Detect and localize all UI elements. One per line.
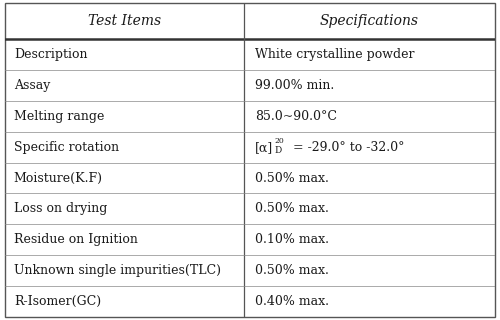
Text: White crystalline powder: White crystalline powder (255, 48, 414, 61)
Text: Test Items: Test Items (88, 14, 161, 28)
Text: Loss on drying: Loss on drying (14, 202, 107, 215)
Text: = -29.0° to -32.0°: = -29.0° to -32.0° (289, 141, 405, 154)
Text: Description: Description (14, 48, 88, 61)
Text: 20: 20 (274, 137, 284, 145)
Text: Melting range: Melting range (14, 110, 104, 123)
Text: 99.00% min.: 99.00% min. (255, 79, 334, 92)
Text: 0.50% max.: 0.50% max. (255, 172, 329, 185)
Text: D: D (274, 146, 282, 155)
Text: Moisture(K.F): Moisture(K.F) (14, 172, 103, 185)
Text: [α]: [α] (255, 141, 273, 154)
Text: Specifications: Specifications (320, 14, 419, 28)
Text: Residue on Ignition: Residue on Ignition (14, 233, 138, 246)
Text: R-Isomer(GC): R-Isomer(GC) (14, 295, 101, 308)
Text: 0.50% max.: 0.50% max. (255, 264, 329, 277)
Text: Assay: Assay (14, 79, 50, 92)
Text: 0.50% max.: 0.50% max. (255, 202, 329, 215)
Text: 0.40% max.: 0.40% max. (255, 295, 329, 308)
Text: Specific rotation: Specific rotation (14, 141, 119, 154)
Text: Unknown single impurities(TLC): Unknown single impurities(TLC) (14, 264, 221, 277)
Text: 85.0~90.0°C: 85.0~90.0°C (255, 110, 337, 123)
Text: 0.10% max.: 0.10% max. (255, 233, 329, 246)
